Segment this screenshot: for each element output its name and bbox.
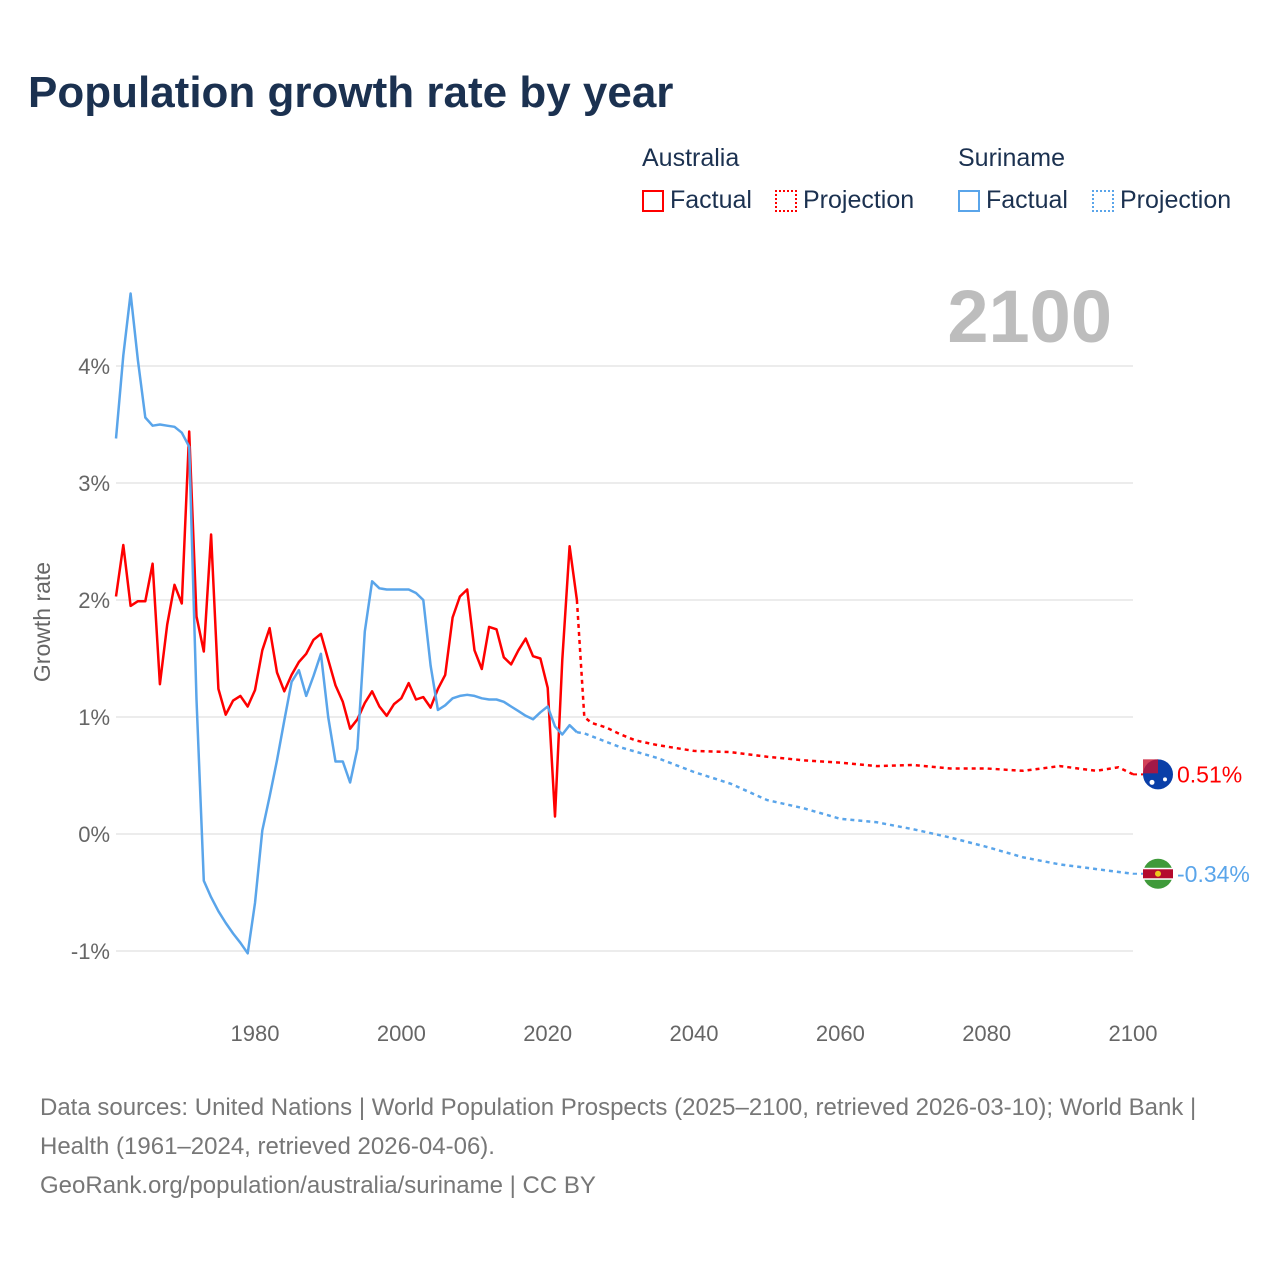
australia-flag-icon — [1143, 759, 1173, 790]
suriname-projection-line — [576, 730, 1134, 876]
x-tick-label: 1980 — [231, 1021, 280, 1046]
x-tick-label: 2000 — [377, 1021, 426, 1046]
legend-label: Projection — [1120, 186, 1232, 214]
legend-label: Factual — [986, 186, 1068, 214]
legend-swatch-dotted — [775, 189, 797, 212]
y-axis-label: Growth rate — [29, 562, 55, 682]
footer: Data sources: United Nations | World Pop… — [40, 1088, 1240, 1205]
suriname-flag-icon — [1143, 858, 1173, 889]
flag-union-jack — [1143, 759, 1158, 774]
legend-swatch-solid — [642, 189, 664, 212]
chart-title: Population growth rate by year — [28, 68, 674, 117]
x-tick-label: 2080 — [962, 1021, 1011, 1046]
legend-label: Factual — [670, 186, 752, 214]
legend-swatch-solid — [958, 189, 980, 212]
australia-end-label: 0.51% — [1177, 761, 1242, 787]
legend-suriname-projection[interactable]: Projection — [1092, 186, 1231, 215]
legend-australia-projection[interactable]: Projection — [775, 186, 914, 215]
source-link[interactable]: GeoRank.org/population/australia/surinam… — [40, 1172, 596, 1199]
x-tick-label: 2020 — [523, 1021, 572, 1046]
x-tick-label: 2040 — [670, 1021, 719, 1046]
flag-star — [1149, 779, 1155, 785]
y-tick-label: -1% — [71, 939, 110, 964]
flag-star — [1155, 870, 1161, 877]
data-sources: Data sources: United Nations | World Pop… — [40, 1094, 1197, 1160]
legend-label: Projection — [803, 186, 915, 214]
legend-group-australia: Australia — [642, 144, 740, 172]
y-tick-label: 3% — [78, 471, 110, 496]
x-tick-label: 2060 — [816, 1021, 865, 1046]
suriname-end-label: -0.34% — [1177, 861, 1250, 887]
australia-projection-line — [575, 599, 1134, 776]
legend-group-suriname: Suriname — [958, 144, 1065, 172]
plot-area: 2100 Growth rate -1% 0% 1% 2% 3% 4% 1980 2000 20… — [29, 275, 1250, 1046]
year-watermark: 2100 — [947, 275, 1112, 358]
flag-star — [1163, 777, 1167, 782]
suriname-factual-line — [114, 292, 578, 955]
y-tick-label: 2% — [78, 588, 110, 613]
y-tick-label: 4% — [78, 354, 110, 379]
y-tick-label: 0% — [78, 822, 110, 847]
legend-australia-factual[interactable]: Factual — [642, 186, 752, 215]
y-tick-label: 1% — [78, 705, 110, 730]
x-tick-label: 2100 — [1109, 1021, 1158, 1046]
australia-factual-line — [114, 430, 579, 818]
legend-suriname-factual[interactable]: Factual — [958, 186, 1068, 215]
legend-swatch-dotted — [1092, 189, 1114, 212]
